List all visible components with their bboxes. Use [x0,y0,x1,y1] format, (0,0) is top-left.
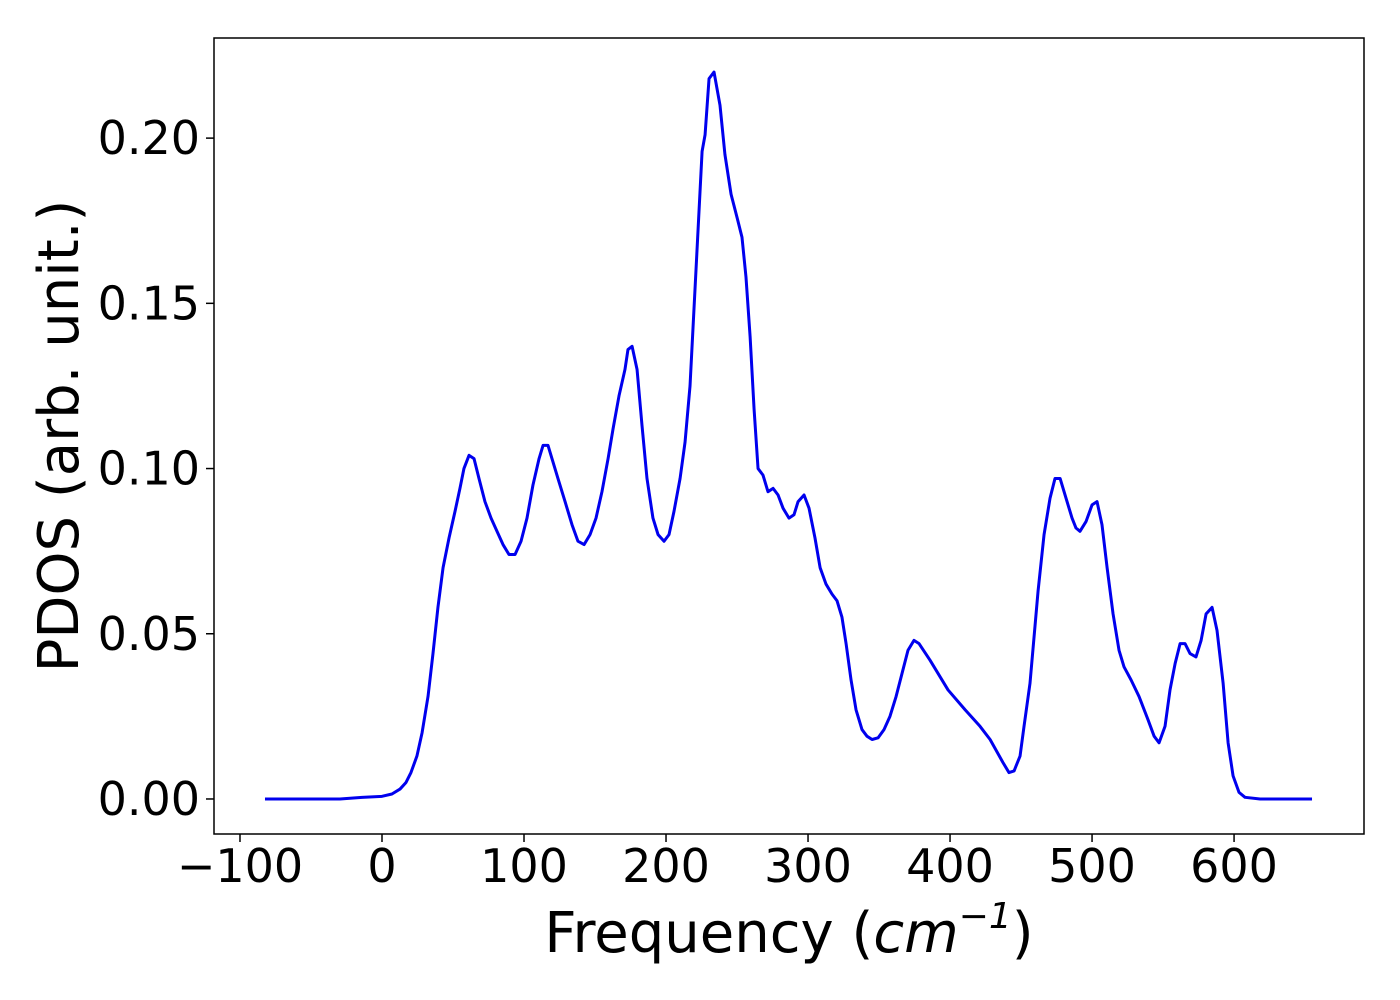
x-tick-label: 600 [1190,839,1278,893]
x-axis-label: Frequency (cm−1) [544,896,1033,966]
y-tick-label: 0.10 [98,442,200,496]
x-tick-label: 500 [1048,839,1136,893]
y-axis-label: PDOS (arb. unit.) [27,200,92,673]
y-tick-label: 0.20 [98,111,200,165]
x-tick-label: −100 [177,839,303,893]
x-label-exponent: −1 [959,896,1012,937]
x-tick-label: 300 [764,839,852,893]
y-tick-label: 0.05 [98,607,200,661]
x-tick-label: 200 [622,839,710,893]
x-tick-label: 100 [480,839,568,893]
x-label-unit: cm [873,901,958,966]
plot-frame [213,37,1365,835]
pdos-line [264,70,1313,801]
x-label-text: Frequency ( [544,901,873,966]
x-label-close: ) [1012,901,1034,966]
x-tick-label: 400 [906,839,994,893]
y-tick-label: 0.00 [98,772,200,826]
y-tick-label: 0.15 [98,276,200,330]
x-tick-label: 0 [367,839,396,893]
